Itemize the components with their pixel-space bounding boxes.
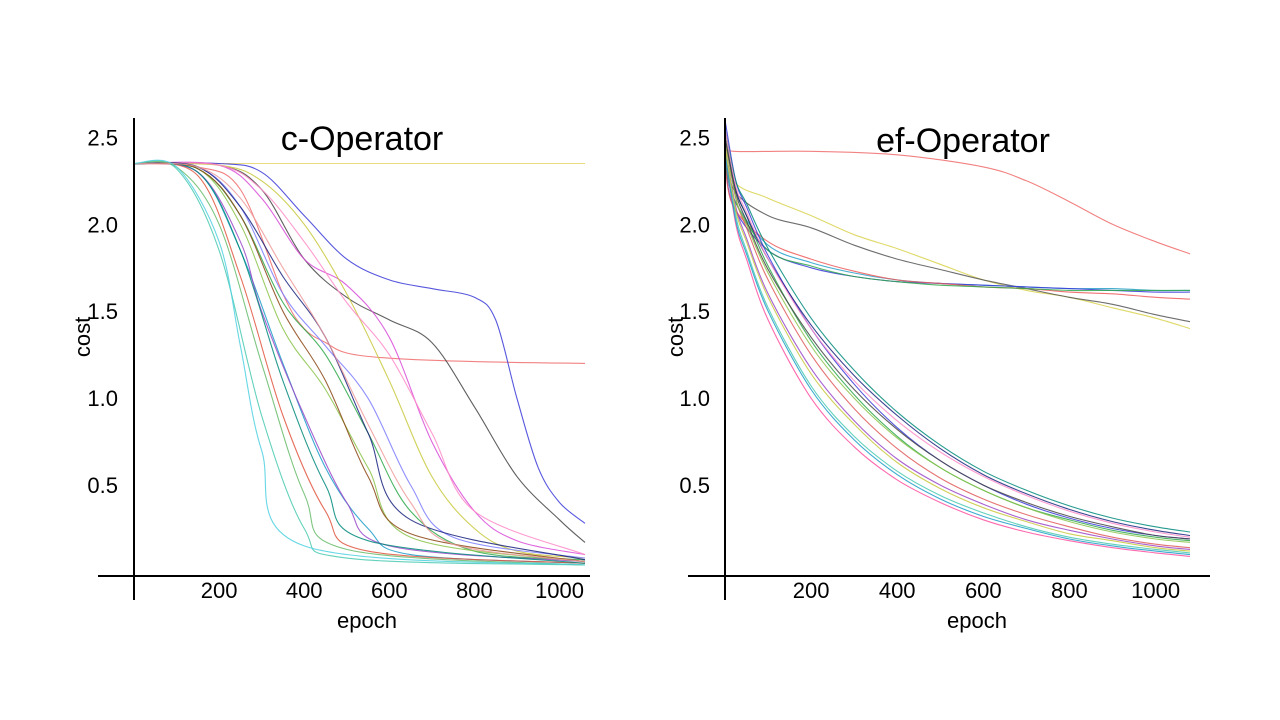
ef-operator-series-line-7 <box>724 154 1190 292</box>
c-operator-y-axis-label: cost <box>70 317 95 357</box>
ef-operator-series-line-17 <box>724 137 1191 540</box>
ef-operator-x-tick-label: 800 <box>1051 578 1088 603</box>
c-operator-series-line-18 <box>133 160 586 566</box>
ef-operator-y-axis-label: cost <box>663 317 688 357</box>
ef-operator-y-tick-label: 2.0 <box>679 212 710 237</box>
ef-operator-series-line-10 <box>724 137 1191 549</box>
ef-operator-x-tick-label: 200 <box>793 578 830 603</box>
c-operator-x-tick-label: 1000 <box>535 578 584 603</box>
c-operator-y-tick-label: 0.5 <box>87 473 118 498</box>
ef-operator-x-tick-label: 1000 <box>1131 578 1180 603</box>
c-operator-series-line-3 <box>133 162 586 524</box>
c-operator-series-line-20 <box>133 159 586 566</box>
ef-operator-series-line-18 <box>724 154 1191 556</box>
c-operator-series-line-16 <box>133 162 586 564</box>
ef-operator-title: ef-Operator <box>876 122 1050 160</box>
c-operator-series-line-19 <box>133 162 586 563</box>
ef-operator-series-line-2 <box>724 137 1191 330</box>
c-operator-x-tick-label: 200 <box>201 578 238 603</box>
ef-operator-series-line-14 <box>724 154 1191 557</box>
c-operator-y-tick-label: 2.5 <box>87 125 118 150</box>
ef-operator-series-line-4 <box>724 154 1191 292</box>
c-operator-y-ticks: 0.5 1.0 1.5 2.0 2.5 <box>87 125 118 498</box>
c-operator-title: c-Operator <box>281 120 444 158</box>
c-operator-y-tick-label: 1.5 <box>87 299 118 324</box>
c-operator-series-line-11 <box>133 160 586 566</box>
c-operator-x-ticks: 200 400 600 800 1000 <box>201 578 584 603</box>
c-operator-series-line-9 <box>133 162 586 563</box>
ef-operator-series-line-3 <box>724 145 1191 323</box>
ef-operator-series-line-16 <box>724 128 1191 533</box>
ef-operator-x-axis-label: epoch <box>947 608 1007 633</box>
c-operator-series-line-2 <box>133 162 586 364</box>
ef-operator-series-line-11 <box>724 137 1191 537</box>
ef-operator-y-tick-label: 2.5 <box>679 125 710 150</box>
c-operator-y-tick-label: 2.0 <box>87 212 118 237</box>
ef-operator-y-tick-label: 1.5 <box>679 299 710 324</box>
ef-operator-series-line-12 <box>724 146 1191 550</box>
ef-operator-series-line-13 <box>724 146 1191 554</box>
c-operator-series-line-10 <box>133 162 586 564</box>
c-operator-series-line-6 <box>133 162 586 559</box>
ef-operator-series-line-6 <box>724 163 1191 300</box>
c-operator-x-axis-label: epoch <box>337 608 397 633</box>
ef-operator-series-line-9 <box>724 128 1191 542</box>
ef-operator-series-line-8 <box>724 119 1191 540</box>
ef-operator-series-line-5 <box>724 158 1191 293</box>
ef-operator-y-tick-label: 0.5 <box>679 473 710 498</box>
c-operator-curves <box>133 159 586 566</box>
ef-operator-series-line-20 <box>724 146 1191 552</box>
ef-operator-x-tick-label: 400 <box>879 578 916 603</box>
c-operator-series-line-4 <box>133 162 586 543</box>
c-operator-x-tick-label: 400 <box>286 578 323 603</box>
c-operator-series-line-7 <box>133 162 586 561</box>
ef-operator-x-tick-label: 600 <box>965 578 1002 603</box>
ef-operator-curves <box>723 119 1191 557</box>
c-operator-series-line-5 <box>133 161 586 556</box>
c-operator-series-line-15 <box>133 162 586 563</box>
c-operator-series-line-12 <box>133 162 586 559</box>
c-operator-x-tick-label: 800 <box>456 578 493 603</box>
ef-operator-y-ticks: 0.5 1.0 1.5 2.0 2.5 <box>679 125 710 498</box>
ef-operator-series-line-19 <box>724 128 1191 538</box>
ef-operator-y-tick-label: 1.0 <box>679 386 710 411</box>
c-operator-series-line-13 <box>133 162 586 563</box>
c-operator-series-line-14 <box>133 162 586 556</box>
c-operator-series-line-8 <box>133 162 586 564</box>
ef-operator-x-ticks: 200 400 600 800 1000 <box>793 578 1180 603</box>
c-operator-series-line-17 <box>133 162 586 561</box>
c-operator-y-tick-label: 1.0 <box>87 386 118 411</box>
c-operator-chart: c-Operator epoch cost 200 400 600 800 1000 0… <box>70 118 590 633</box>
ef-operator-chart: ef-Operator epoch cost 200 400 600 800 1000 … <box>663 118 1210 633</box>
ef-operator-series-line-15 <box>724 137 1191 543</box>
ef-operator-series-line-1 <box>723 145 1191 255</box>
c-operator-x-tick-label: 600 <box>371 578 408 603</box>
